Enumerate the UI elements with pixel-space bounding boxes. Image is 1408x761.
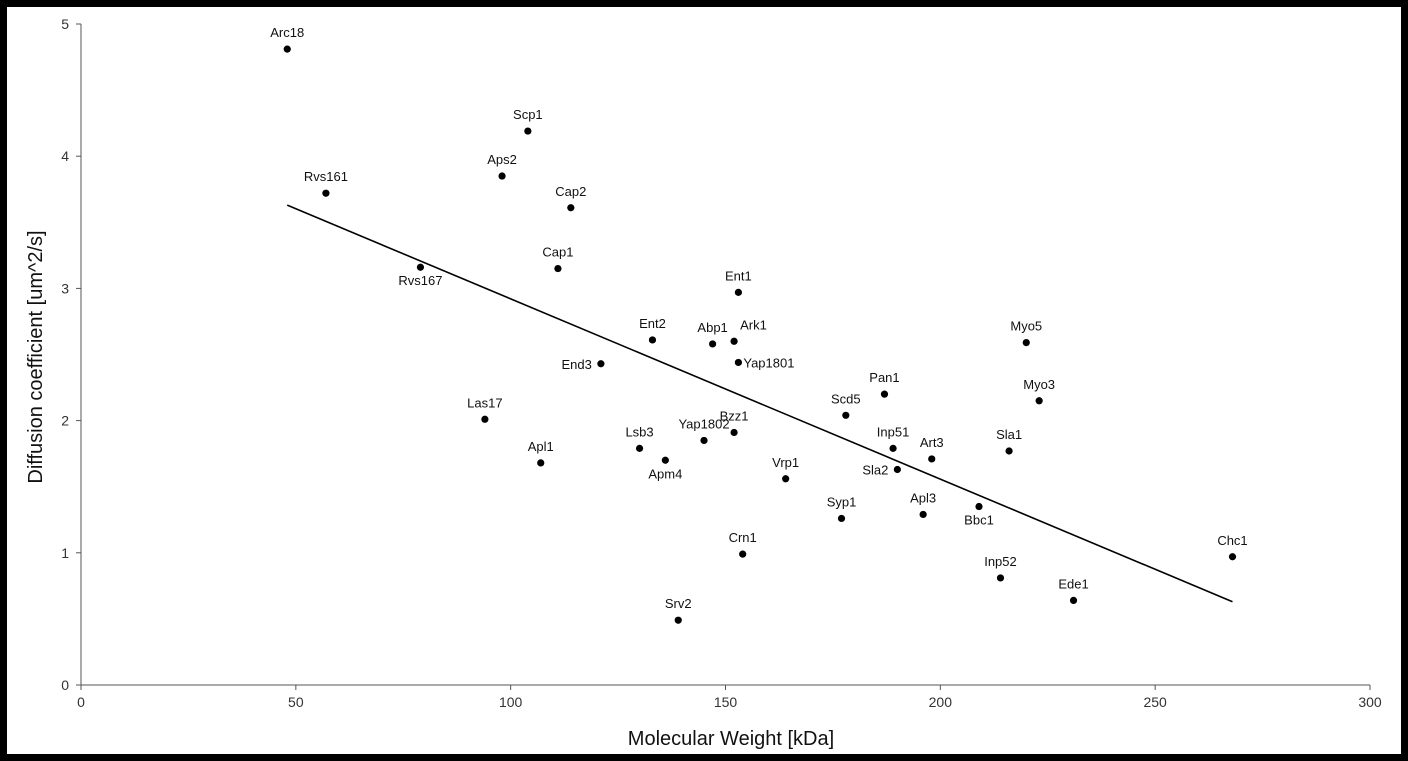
point-label: Syp1 (827, 494, 857, 509)
data-point (975, 502, 983, 511)
point-label: Rvs161 (304, 169, 348, 184)
point-label: Apl1 (528, 439, 554, 454)
x-tick-label: 100 (499, 694, 523, 710)
y-tick-label: 1 (61, 545, 69, 561)
point-label: Cap1 (542, 245, 573, 260)
point-label: Yap1802 (678, 416, 729, 431)
data-point (1069, 596, 1078, 604)
data-point (498, 172, 506, 180)
y-tick-label: 3 (61, 280, 69, 296)
x-tick-label: 300 (1358, 694, 1382, 710)
data-point (524, 127, 532, 135)
point-label: Scp1 (513, 107, 543, 122)
data-point (597, 360, 605, 368)
point-label: Ent2 (639, 316, 666, 331)
data-point (734, 358, 742, 367)
data-point (700, 436, 708, 445)
data-point (734, 288, 742, 296)
data-point (1035, 397, 1043, 405)
point-label: Bbc1 (964, 513, 994, 528)
data-point (919, 510, 927, 519)
point-label: End3 (562, 357, 592, 372)
point-label: Ent1 (725, 268, 752, 283)
data-point (739, 550, 747, 558)
point-label: Apm4 (648, 466, 682, 481)
data-point (996, 574, 1005, 582)
x-tick-label: 200 (929, 694, 953, 710)
x-tick-label: 150 (714, 694, 738, 710)
data-point (554, 264, 562, 273)
data-point (1005, 447, 1013, 455)
point-label: Apl3 (910, 490, 936, 505)
point-label: Bzz1 (720, 408, 749, 423)
y-ticks: 0 1 2 3 4 5 (61, 16, 81, 693)
axes (80, 24, 1370, 686)
data-point (283, 45, 291, 53)
data-point (648, 336, 657, 344)
data-point (730, 428, 738, 437)
data-point (730, 337, 738, 345)
point-label: Myo3 (1023, 377, 1055, 392)
data-point (416, 263, 425, 271)
point-label: Myo5 (1010, 319, 1042, 334)
data-point (837, 514, 846, 523)
point-label: Sla1 (996, 427, 1022, 442)
x-axis-label: Molecular Weight [kDa] (628, 728, 834, 750)
data-point (709, 340, 717, 348)
point-label: Cap2 (555, 184, 586, 199)
data-point (842, 411, 850, 419)
point-label: Inp52 (984, 554, 1017, 569)
point-label: Inp51 (877, 424, 910, 439)
point-label: Ede1 (1058, 576, 1088, 591)
data-point (635, 444, 644, 452)
y-tick-label: 4 (61, 148, 69, 164)
y-axis-label: Diffusion coefficient [um^2/s] (25, 230, 47, 483)
x-tick-label: 50 (288, 694, 304, 710)
data-points (283, 45, 1237, 624)
x-tick-label: 0 (77, 694, 85, 710)
point-label: Chc1 (1217, 533, 1247, 548)
x-ticks: 0 50 100 150 200 250 300 (77, 685, 1382, 710)
data-point (322, 189, 330, 197)
point-label: Pan1 (869, 370, 899, 385)
data-point (481, 415, 489, 423)
data-point (537, 459, 545, 467)
data-point (928, 455, 936, 463)
point-label: Arc18 (270, 25, 304, 40)
y-tick-label: 5 (61, 16, 69, 32)
point-labels: Arc18 Scp1 Aps2 Rvs161 Cap2 Rvs167 Cap1 Ent1 Ent… (270, 25, 1247, 611)
data-point (889, 444, 897, 452)
point-label: Scd5 (831, 391, 861, 406)
x-tick-label: 250 (1143, 694, 1167, 710)
point-label: Ark1 (740, 317, 767, 332)
trendline (286, 204, 1233, 603)
data-point (567, 204, 575, 212)
point-label: Las17 (467, 395, 502, 410)
point-label: Vrp1 (772, 455, 799, 470)
point-label: Srv2 (665, 596, 692, 611)
point-label: Aps2 (487, 152, 517, 167)
y-tick-label: 2 (61, 413, 69, 429)
data-point (880, 390, 889, 398)
data-point (1228, 553, 1237, 561)
point-label: Rvs167 (398, 273, 442, 288)
data-point (1022, 339, 1030, 347)
data-point (782, 475, 790, 483)
point-label: Art3 (920, 435, 944, 450)
point-label: Sla2 (862, 463, 888, 478)
data-point (674, 616, 682, 624)
point-label: Crn1 (729, 530, 757, 545)
data-point (661, 456, 669, 464)
data-point (893, 465, 901, 474)
y-tick-label: 0 (61, 677, 69, 693)
point-label: Lsb3 (625, 424, 653, 439)
point-label: Yap1801 (743, 355, 794, 370)
point-label: Abp1 (697, 320, 727, 335)
